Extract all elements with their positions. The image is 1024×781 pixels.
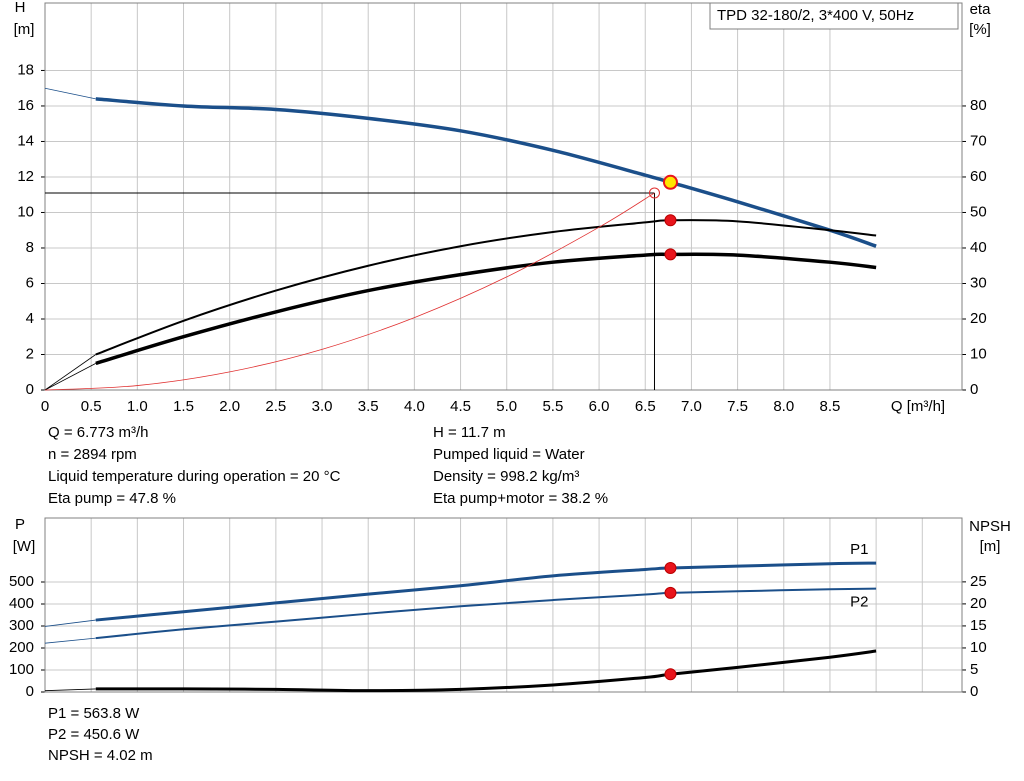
y2-tick-label: 5 bbox=[970, 661, 978, 678]
x-tick-label: 1.0 bbox=[127, 398, 148, 415]
info-note: Eta pump+motor = 38.2 % bbox=[433, 490, 608, 507]
series-label: P2 bbox=[850, 594, 868, 611]
y2-tick-label: 20 bbox=[970, 310, 987, 327]
y2-axis-unit: [%] bbox=[969, 21, 991, 38]
marker bbox=[664, 248, 677, 261]
y2-tick-label: 50 bbox=[970, 203, 987, 220]
y-tick-label: 200 bbox=[9, 639, 34, 656]
x-tick-label: 1.5 bbox=[173, 398, 194, 415]
y2-axis-label: eta bbox=[970, 1, 992, 18]
curve bbox=[95, 649, 877, 693]
y-tick-label: 18 bbox=[17, 61, 34, 78]
x-tick-label: 7.5 bbox=[727, 398, 748, 415]
chart-title: TPD 32-180/2, 3*400 V, 50Hz bbox=[717, 7, 914, 24]
x-tick-label: 0.5 bbox=[81, 398, 102, 415]
info-note: P1 = 563.8 W bbox=[48, 705, 140, 722]
curve bbox=[44, 619, 96, 627]
x-tick-label: 7.0 bbox=[681, 398, 702, 415]
series-label: P1 bbox=[850, 541, 868, 558]
curve bbox=[95, 97, 877, 248]
y2-tick-label: 10 bbox=[970, 639, 987, 656]
x-tick-label: 0 bbox=[41, 398, 49, 415]
x-axis-label: Q [m³/h] bbox=[891, 398, 945, 415]
info-note: P2 = 450.6 W bbox=[48, 726, 140, 743]
y2-tick-label: 70 bbox=[970, 132, 987, 149]
y-axis-label: H bbox=[15, 0, 26, 16]
y-tick-label: 14 bbox=[17, 132, 34, 149]
y2-tick-label: 80 bbox=[970, 97, 987, 114]
y-tick-label: 6 bbox=[26, 274, 34, 291]
y2-tick-label: 60 bbox=[970, 168, 987, 185]
x-tick-label: 5.0 bbox=[496, 398, 517, 415]
info-note: Pumped liquid = Water bbox=[433, 446, 585, 463]
curve bbox=[44, 688, 96, 692]
curve bbox=[95, 219, 877, 356]
y2-tick-label: 30 bbox=[970, 274, 987, 291]
y2-tick-label: 25 bbox=[970, 573, 987, 590]
x-tick-label: 4.0 bbox=[404, 398, 425, 415]
x-tick-label: 8.0 bbox=[773, 398, 794, 415]
x-tick-label: 5.5 bbox=[542, 398, 563, 415]
info-note: Density = 998.2 kg/m³ bbox=[433, 468, 579, 485]
y-axis-unit: [W] bbox=[13, 538, 36, 555]
x-tick-label: 4.5 bbox=[450, 398, 471, 415]
title-box bbox=[709, 2, 959, 30]
y2-tick-label: 15 bbox=[970, 617, 987, 634]
y2-tick-label: 0 bbox=[970, 381, 978, 398]
curve bbox=[44, 192, 655, 391]
info-note: Q = 6.773 m³/h bbox=[48, 424, 148, 441]
y-tick-label: 16 bbox=[17, 97, 34, 114]
marker bbox=[664, 214, 677, 227]
curve bbox=[44, 637, 96, 644]
y-tick-label: 2 bbox=[26, 345, 34, 362]
y-tick-label: 400 bbox=[9, 595, 34, 612]
y-axis-label: P bbox=[15, 516, 25, 533]
y2-tick-label: 0 bbox=[970, 683, 978, 700]
curve bbox=[95, 587, 877, 640]
marker bbox=[664, 668, 677, 681]
y-tick-label: 300 bbox=[9, 617, 34, 634]
x-tick-label: 6.5 bbox=[635, 398, 656, 415]
y-tick-label: 0 bbox=[26, 683, 34, 700]
y2-tick-label: 40 bbox=[970, 239, 987, 256]
y2-axis-label: NPSH bbox=[969, 518, 1011, 535]
duty-point bbox=[662, 174, 678, 190]
marker bbox=[664, 586, 677, 599]
curve bbox=[44, 354, 97, 391]
y-axis-unit: [m] bbox=[14, 21, 35, 38]
y2-tick-label: 20 bbox=[970, 595, 987, 612]
plot-frame bbox=[44, 2, 963, 391]
y2-tick-label: 10 bbox=[970, 345, 987, 362]
plot-frame bbox=[44, 517, 963, 693]
curve bbox=[44, 87, 96, 100]
curve bbox=[95, 252, 877, 366]
x-tick-label: 6.0 bbox=[589, 398, 610, 415]
x-tick-label: 3.5 bbox=[358, 398, 379, 415]
y-tick-label: 500 bbox=[9, 573, 34, 590]
info-note: NPSH = 4.02 m bbox=[48, 747, 153, 764]
curve bbox=[95, 561, 877, 622]
x-tick-label: 2.0 bbox=[219, 398, 240, 415]
info-note: H = 11.7 m bbox=[433, 424, 506, 441]
y-tick-label: 100 bbox=[9, 661, 34, 678]
y-tick-label: 4 bbox=[26, 310, 34, 327]
info-note: Liquid temperature during operation = 20… bbox=[48, 468, 341, 485]
info-note: n = 2894 rpm bbox=[48, 446, 137, 463]
x-tick-label: 2.5 bbox=[265, 398, 286, 415]
marker bbox=[664, 561, 677, 574]
x-tick-label: 3.0 bbox=[312, 398, 333, 415]
x-tick-label: 8.5 bbox=[820, 398, 841, 415]
y-tick-label: 12 bbox=[17, 168, 34, 185]
curve bbox=[44, 363, 96, 391]
crosshair-point bbox=[648, 187, 660, 199]
y-tick-label: 0 bbox=[26, 381, 34, 398]
y2-axis-unit: [m] bbox=[980, 538, 1001, 555]
info-note: Eta pump = 47.8 % bbox=[48, 490, 176, 507]
y-tick-label: 10 bbox=[17, 203, 34, 220]
y-tick-label: 8 bbox=[26, 239, 34, 256]
